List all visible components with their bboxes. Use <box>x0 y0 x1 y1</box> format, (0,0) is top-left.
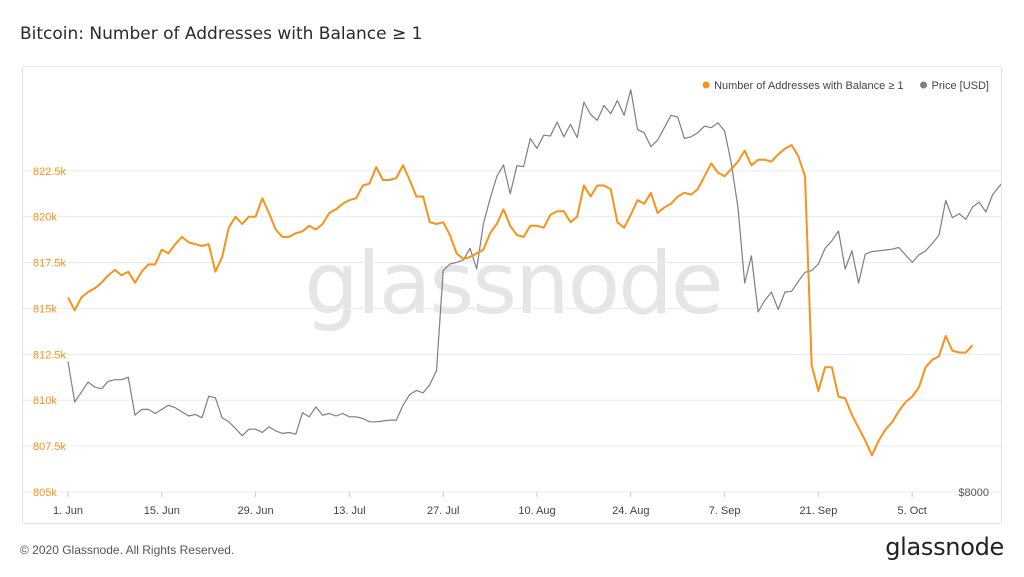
chart-title: Bitcoin: Number of Addresses with Balanc… <box>20 24 423 44</box>
x-tick-label: 24. Aug <box>612 505 649 517</box>
gridlines <box>23 170 1001 493</box>
y-tick-label: 812.5k <box>33 349 67 361</box>
x-tick-label: 29. Jun <box>238 505 274 517</box>
legend[interactable]: Price [USD] Number of Addresses with Bala… <box>702 80 989 92</box>
y-tick-label: 810k <box>33 395 57 407</box>
x-tick-label: 27. Jul <box>427 505 459 517</box>
brand-logo: glassnode <box>885 533 1004 561</box>
chart-svg[interactable]: glassnode 805k 807.5k 810k 812.5k 815k 817.5k… <box>23 67 1013 523</box>
legend-label: Price [USD] <box>932 80 989 92</box>
legend-label: Number of Addresses with Balance ≥ 1 <box>714 80 903 92</box>
x-tick-label: 5. Oct <box>898 505 927 517</box>
series-line-price <box>67 89 1013 437</box>
y-tick-label: 805k <box>33 487 57 499</box>
copyright-text: © 2020 Glassnode. All Rights Reserved. <box>20 543 235 557</box>
y-tick-label: 807.5k <box>33 441 67 453</box>
y-tick-label: 815k <box>33 303 57 315</box>
y-tick-label: 820k <box>33 212 57 224</box>
x-tick-label: 1. Jun <box>53 505 83 517</box>
x-tick-label: 13. Jul <box>333 505 365 517</box>
x-tick-label: 15. Jun <box>144 505 180 517</box>
y-axis-left: 805k 807.5k 810k 812.5k 815k 817.5k 820k 822.5k <box>33 166 67 499</box>
chart-panel: glassnode 805k 807.5k 810k 812.5k 815k 817.5k… <box>22 66 1013 524</box>
series-group <box>67 89 1013 457</box>
series-line-addresses <box>67 144 974 457</box>
legend-item[interactable]: Price [USD] <box>920 80 989 92</box>
legend-dot <box>920 81 928 89</box>
y-tick-label: 817.5k <box>33 258 67 270</box>
y-tick-label: 822.5k <box>33 166 67 178</box>
watermark: glassnode <box>304 234 721 334</box>
y-axis-right-tick-label: $8000 <box>958 487 989 499</box>
x-tick-label: 7. Sep <box>709 505 741 517</box>
x-axis: 1. Jun 15. Jun 29. Jun 13. Jul 27. Jul 10. Au… <box>53 492 927 517</box>
x-tick-label: 21. Sep <box>799 505 837 517</box>
legend-dot <box>702 81 710 89</box>
x-tick-label: 10. Aug <box>518 505 555 517</box>
legend-item[interactable]: Number of Addresses with Balance ≥ 1 <box>702 80 904 92</box>
